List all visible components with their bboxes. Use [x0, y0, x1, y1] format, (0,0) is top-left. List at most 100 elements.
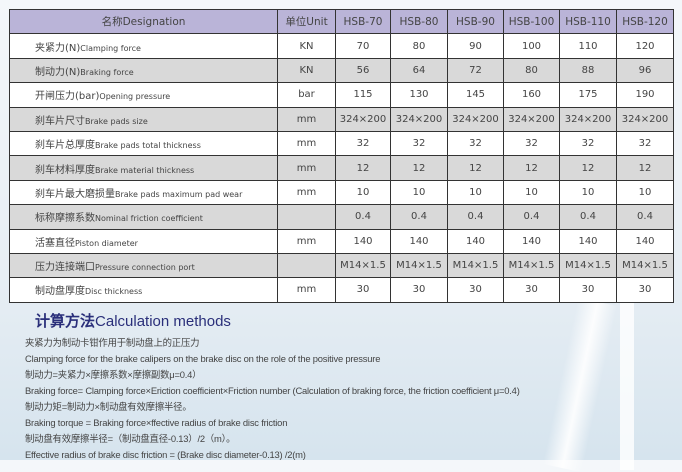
- table-row: 开闸压力(bar)Opening pressure bar 115 130 145 160…: [9, 82, 674, 108]
- value-cell: 10: [503, 179, 560, 206]
- value-cell: 0.4: [447, 204, 504, 230]
- designation-cn: 开闸压力(bar): [35, 91, 100, 103]
- column-header: HSB-70: [335, 8, 391, 35]
- designation-cell: 制动力(N)Braking force: [9, 57, 278, 84]
- designation-en: Nominal friction coefficient: [95, 214, 203, 224]
- designation-cell: 压力连接端口Pressure connection port: [9, 252, 278, 279]
- value-cell: 324×200: [447, 106, 504, 132]
- unit-cell: KN: [277, 33, 336, 59]
- calc-title-en: Calculation methods: [95, 313, 231, 330]
- designation-cn: 刹车材料厚度: [35, 164, 95, 176]
- value-cell: 70: [335, 33, 391, 59]
- value-cell: 140: [335, 228, 391, 254]
- designation-en: Brake material thickness: [95, 165, 195, 175]
- value-cell: 30: [559, 277, 617, 303]
- designation-en: Brake pads total thickness: [95, 141, 201, 151]
- calc-line: 制动盘有效摩擦半径=（制动盘直径-0.13）/2（m）。: [25, 433, 236, 444]
- column-header: HSB-110: [559, 8, 617, 35]
- value-cell: 80: [503, 57, 560, 84]
- designation-cn: 压力连接端口: [35, 262, 95, 274]
- value-cell: 12: [390, 155, 448, 181]
- designation-cell: 夹紧力(N)Clamping force: [9, 33, 278, 59]
- designation-cell: 刹车片尺寸Brake pads size: [9, 106, 278, 132]
- value-cell: 80: [390, 33, 448, 59]
- calc-line: Effective radius of brake disc friction …: [25, 449, 306, 460]
- column-header: 单位Unit: [277, 8, 336, 35]
- unit-cell: [277, 252, 336, 279]
- value-cell: M14×1.5: [335, 252, 391, 279]
- value-cell: M14×1.5: [447, 252, 504, 279]
- designation-en: Braking force: [80, 67, 134, 77]
- designation-en: Opening pressure: [99, 92, 171, 102]
- designation-cn: 夹紧力(N): [35, 42, 81, 54]
- unit-cell: bar: [277, 82, 336, 108]
- value-cell: M14×1.5: [503, 252, 560, 279]
- calc-line: 夹紧力为制动卡钳作用于制动盘上的正压力: [25, 337, 200, 348]
- value-cell: 10: [616, 179, 674, 206]
- designation-en: Clamping force: [80, 43, 141, 53]
- spec-table: 名称Designation 单位Unit HSB-70 HSB-80 HSB-90 HSB…: [9, 8, 674, 303]
- value-cell: 32: [390, 130, 448, 157]
- table-row: 活塞直径Piston diameter mm 140 140 140 140 140 140: [9, 228, 674, 254]
- value-cell: 30: [390, 277, 448, 303]
- unit-cell: [277, 204, 336, 230]
- value-cell: 324×200: [503, 106, 560, 132]
- value-cell: 324×200: [390, 106, 448, 132]
- value-cell: 140: [559, 228, 617, 254]
- value-cell: 100: [503, 33, 560, 59]
- value-cell: 30: [447, 277, 504, 303]
- calc-title: 计算方法Calculation methods: [35, 310, 520, 331]
- value-cell: 12: [335, 155, 391, 181]
- value-cell: 120: [616, 33, 674, 59]
- unit-cell: mm: [277, 106, 336, 132]
- value-cell: 56: [335, 57, 391, 84]
- value-cell: 145: [447, 82, 504, 108]
- designation-cn: 刹车片尺寸: [35, 115, 85, 127]
- table-row: 标称摩擦系数Nominal friction coefficient 0.4 0.4…: [9, 204, 674, 230]
- value-cell: 10: [390, 179, 448, 206]
- value-cell: 32: [335, 130, 391, 157]
- value-cell: 110: [559, 33, 617, 59]
- designation-cell: 标称摩擦系数Nominal friction coefficient: [9, 204, 278, 230]
- value-cell: 64: [390, 57, 448, 84]
- unit-cell: mm: [277, 155, 336, 181]
- value-cell: 324×200: [559, 106, 617, 132]
- unit-cell: mm: [277, 228, 336, 254]
- turbine-tower-decoration: [620, 290, 634, 470]
- value-cell: 324×200: [616, 106, 674, 132]
- calc-line: Clamping force for the brake calipers on…: [25, 353, 381, 364]
- value-cell: 0.4: [616, 204, 674, 230]
- value-cell: M14×1.5: [616, 252, 674, 279]
- unit-cell: mm: [277, 130, 336, 157]
- designation-cn: 刹车片最大磨损量: [35, 188, 115, 200]
- value-cell: 30: [616, 277, 674, 303]
- value-cell: 10: [335, 179, 391, 206]
- column-header: HSB-120: [616, 8, 674, 35]
- value-cell: 10: [559, 179, 617, 206]
- value-cell: M14×1.5: [390, 252, 448, 279]
- value-cell: 12: [559, 155, 617, 181]
- value-cell: 140: [616, 228, 674, 254]
- value-cell: 130: [390, 82, 448, 108]
- unit-cell: KN: [277, 57, 336, 84]
- column-header: HSB-80: [390, 8, 448, 35]
- table-row: 刹车片尺寸Brake pads size mm 324×200 324×200 324×…: [9, 106, 674, 132]
- table-row: 压力连接端口Pressure connection port M14×1.5 M14…: [9, 252, 674, 279]
- designation-cell: 开闸压力(bar)Opening pressure: [9, 82, 278, 108]
- value-cell: 72: [447, 57, 504, 84]
- calc-line: 制动力=夹紧力×摩擦系数×摩擦副数μ=0.4）: [25, 369, 202, 380]
- unit-cell: mm: [277, 277, 336, 303]
- value-cell: 140: [503, 228, 560, 254]
- table-row: 刹车片最大磨损量Brake pads maximum pad wear mm 10 1…: [9, 179, 674, 206]
- value-cell: 32: [616, 130, 674, 157]
- value-cell: 190: [616, 82, 674, 108]
- value-cell: M14×1.5: [559, 252, 617, 279]
- designation-cn: 制动力(N): [35, 66, 81, 78]
- designation-cell: 制动盘厚度Disc thickness: [9, 277, 278, 303]
- calc-title-cn: 计算方法: [35, 312, 96, 330]
- value-cell: 0.4: [390, 204, 448, 230]
- table-row: 夹紧力(N)Clamping force KN 70 80 90 100 110 120: [9, 33, 674, 59]
- value-cell: 30: [503, 277, 560, 303]
- table-row: 刹车片总厚度Brake pads total thickness mm 32 32 32…: [9, 130, 674, 157]
- designation-cell: 刹车材料厚度Brake material thickness: [9, 155, 278, 181]
